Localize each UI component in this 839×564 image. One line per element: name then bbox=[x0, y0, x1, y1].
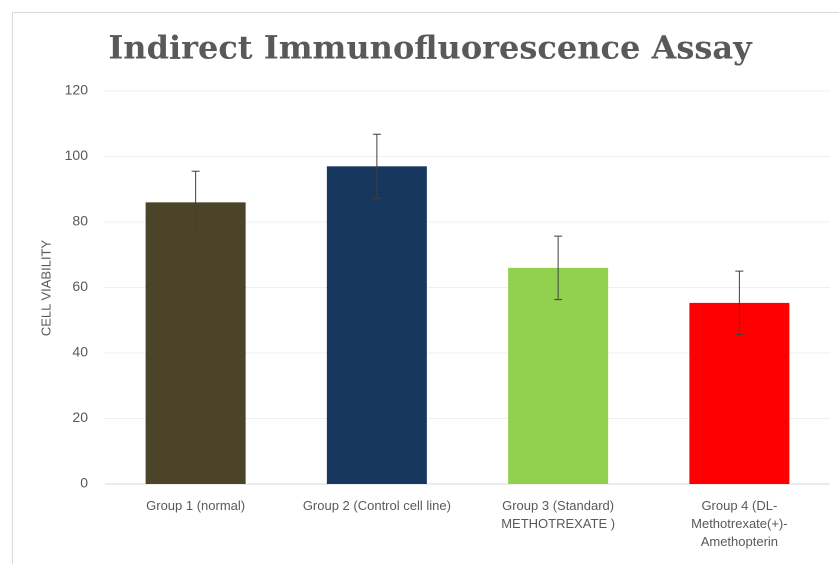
error-bar bbox=[554, 235, 563, 301]
x-tick-label: Group 4 (DL-Methotrexate(+)-Amethopterin bbox=[691, 498, 788, 549]
x-tick-label: Group 1 (normal) bbox=[146, 498, 246, 513]
bar bbox=[145, 202, 246, 484]
chart-title: Indirect Immunofluorescence Assay bbox=[108, 29, 753, 67]
error-bar bbox=[372, 133, 381, 199]
y-tick-label: 20 bbox=[72, 409, 88, 425]
y-tick-label: 0 bbox=[80, 475, 88, 491]
y-tick-label: 40 bbox=[72, 344, 88, 360]
y-axis-label: CELL VIABILITY bbox=[38, 240, 53, 337]
error-bar bbox=[191, 170, 200, 234]
y-tick-label: 100 bbox=[65, 147, 89, 163]
y-tick-label: 80 bbox=[72, 213, 88, 229]
bar bbox=[326, 166, 427, 484]
error-bar bbox=[735, 270, 744, 336]
x-tick-label: Group 3 (Standard) METHOTREXATE ) bbox=[501, 498, 616, 531]
bar bbox=[508, 267, 609, 484]
x-tick-label: Group 2 (Control cell line) bbox=[302, 498, 451, 513]
y-tick-label: 60 bbox=[72, 278, 88, 294]
y-tick-label: 120 bbox=[65, 82, 89, 98]
